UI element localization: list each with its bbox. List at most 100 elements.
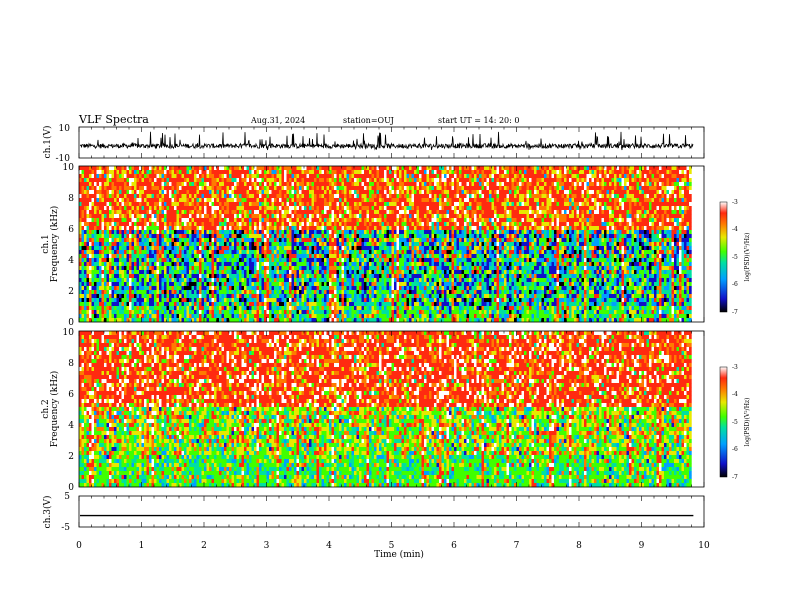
spectrogram-cell xyxy=(319,206,322,210)
spectrogram-cell xyxy=(367,190,370,194)
spectrogram-cell xyxy=(312,250,315,254)
spectrogram-cell xyxy=(279,290,282,294)
spectrogram-cell xyxy=(374,186,377,190)
spectrogram-cell xyxy=(282,202,285,206)
spectrogram-cell xyxy=(194,254,197,258)
spectrogram-cell xyxy=(124,178,127,182)
spectrogram-cell xyxy=(152,294,155,298)
spectrogram-cell xyxy=(157,310,160,314)
spectrogram-cell xyxy=(287,186,290,190)
spectrogram-cell xyxy=(137,194,140,198)
spectrogram-cell xyxy=(152,222,155,226)
spectrogram-cell xyxy=(169,246,172,250)
spectrogram-cell xyxy=(272,198,275,202)
spectrogram-cell xyxy=(184,306,187,310)
spectrogram-cell xyxy=(284,178,287,182)
spectrogram-cell xyxy=(109,210,112,214)
spectrogram-cell xyxy=(204,282,207,286)
spectrogram-cell xyxy=(164,254,167,258)
spectrogram-cell xyxy=(119,262,122,266)
spectrogram-cell xyxy=(84,318,87,322)
spectrogram-cell xyxy=(172,166,175,170)
spectrogram-cell xyxy=(182,210,185,214)
spectrogram-cell xyxy=(84,214,87,218)
spectrogram-cell xyxy=(307,246,310,250)
spectrogram-cell xyxy=(372,222,375,226)
spectrogram-cell xyxy=(184,282,187,286)
spectrogram-cell xyxy=(97,298,100,302)
spectrogram-cell xyxy=(219,182,222,186)
spectrogram-cell xyxy=(304,298,307,302)
spectrogram-cell xyxy=(214,254,217,258)
spectrogram-cell xyxy=(99,226,102,230)
spectrogram-cell xyxy=(262,166,265,170)
spectrogram-cell xyxy=(147,178,150,182)
spectrogram-cell xyxy=(199,218,202,222)
spectrogram-cell xyxy=(92,258,95,262)
spectrogram-cell xyxy=(194,306,197,310)
spectrogram-cell xyxy=(214,270,217,274)
spectrogram-cell xyxy=(214,190,217,194)
spectrogram-cell xyxy=(362,218,365,222)
spectrogram-cell xyxy=(212,222,215,226)
spectrogram-cell xyxy=(374,166,377,170)
spectrogram-cell xyxy=(164,182,167,186)
spectrogram-cell xyxy=(277,214,280,218)
spectrogram-cell xyxy=(309,242,312,246)
spectrogram-cell xyxy=(267,278,270,282)
spectrogram-cell xyxy=(304,230,307,234)
spectrogram-cell xyxy=(179,290,182,294)
spectrogram-cell xyxy=(239,290,242,294)
spectrogram-cell xyxy=(362,206,365,210)
spectrogram-cell xyxy=(209,190,212,194)
spectrogram-cell xyxy=(87,174,90,178)
spectrogram-cell xyxy=(82,278,85,282)
spectrogram-cell xyxy=(254,286,257,290)
spectrogram-cell xyxy=(89,270,92,274)
spectrogram-cell xyxy=(364,230,367,234)
spectrogram-cell xyxy=(354,202,357,206)
spectrogram-cell xyxy=(262,298,265,302)
spectrogram-cell xyxy=(379,186,382,190)
spectrogram-cell xyxy=(184,182,187,186)
spectrogram-cell xyxy=(282,270,285,274)
spectrogram-cell xyxy=(384,230,387,234)
spectrogram-cell xyxy=(277,178,280,182)
spectrogram-cell xyxy=(172,310,175,314)
spectrogram-cell xyxy=(189,294,192,298)
spectrogram-cell xyxy=(274,254,277,258)
spectrogram-cell xyxy=(314,242,317,246)
spectrogram-cell xyxy=(274,238,277,242)
spectrogram-cell xyxy=(157,222,160,226)
spectrogram-cell xyxy=(337,310,340,314)
spectrogram-cell xyxy=(159,250,162,254)
spectrogram-cell xyxy=(254,238,257,242)
spectrogram-cell xyxy=(214,314,217,318)
spectrogram-cell xyxy=(172,230,175,234)
spectrogram-cell xyxy=(262,238,265,242)
spectrogram-cell xyxy=(129,178,132,182)
spectrogram-cell xyxy=(274,282,277,286)
spectrogram-cell xyxy=(299,262,302,266)
spectrogram-cell xyxy=(122,246,125,250)
spectrogram-cell xyxy=(97,266,100,270)
spectrogram-cell xyxy=(139,202,142,206)
spectrogram-cell xyxy=(157,270,160,274)
spectrogram-cell xyxy=(92,194,95,198)
spectrogram-cell xyxy=(104,238,107,242)
spectrogram-cell xyxy=(264,278,267,282)
spectrogram-cell xyxy=(112,238,115,242)
spectrogram-cell xyxy=(347,218,350,222)
spectrogram-cell xyxy=(172,290,175,294)
spectrogram-cell xyxy=(357,282,360,286)
spectrogram-cell xyxy=(359,298,362,302)
spectrogram-cell xyxy=(314,230,317,234)
spectrogram-cell xyxy=(267,286,270,290)
spectrogram-cell xyxy=(102,230,105,234)
spectrogram-cell xyxy=(299,238,302,242)
spectrogram-cell xyxy=(122,250,125,254)
spectrogram-cell xyxy=(144,186,147,190)
spectrogram-cell xyxy=(122,202,125,206)
spectrogram-cell xyxy=(369,194,372,198)
spectrogram-cell xyxy=(389,222,392,226)
